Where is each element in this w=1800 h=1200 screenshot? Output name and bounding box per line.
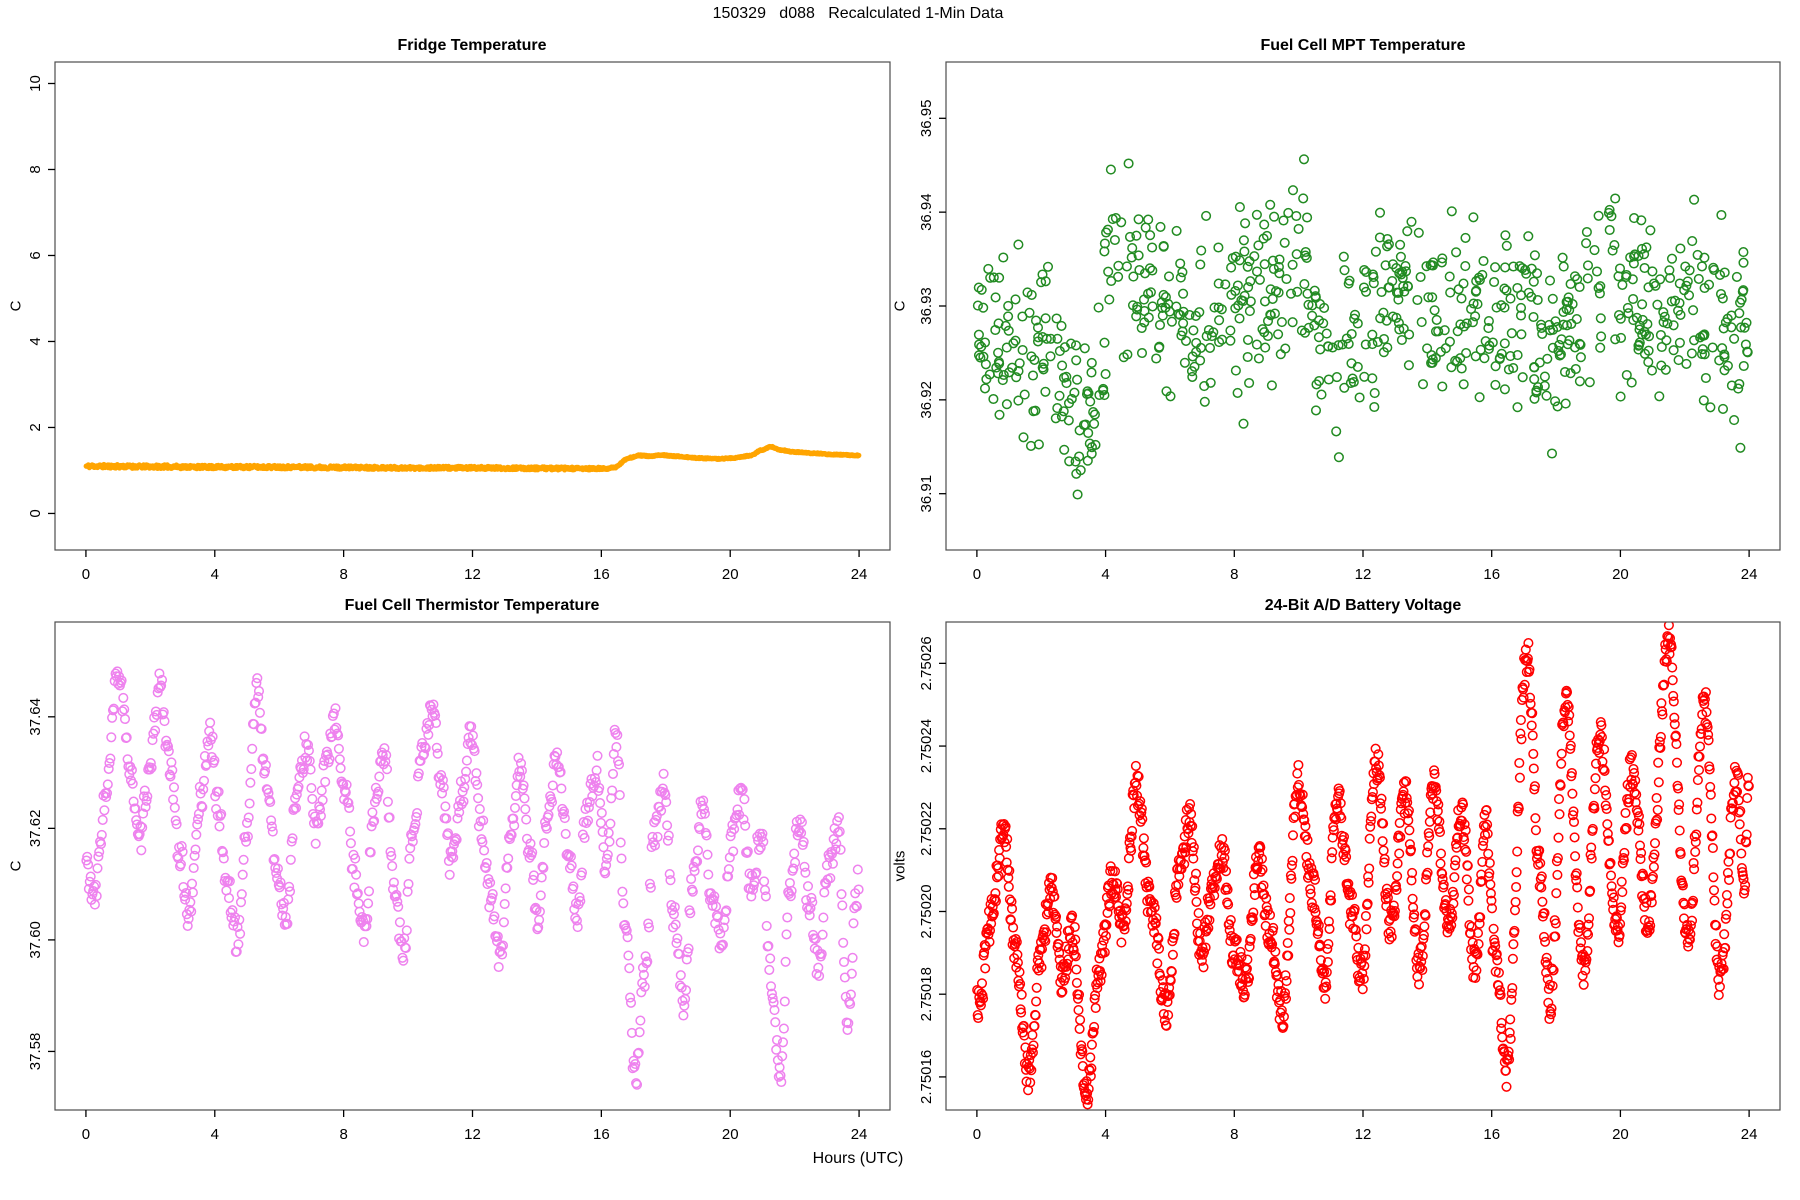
y-tick-label: 36.95 — [918, 100, 935, 138]
y-tick-label: 36.91 — [918, 475, 935, 513]
y-tick-label: 0 — [27, 509, 44, 517]
shared-x-axis-label: Hours (UTC) — [812, 1150, 904, 1167]
x-tick-label: 20 — [722, 566, 739, 580]
y-tick-label: 36.94 — [918, 193, 935, 231]
x-tick-label: 0 — [973, 1126, 981, 1140]
x-tick-label: 4 — [211, 566, 219, 580]
plot-title-fuel-cell-thermistor-temperature: Fuel Cell Thermistor Temperature — [344, 597, 600, 614]
chart-svg-fuel-cell-thermistor-temperature: 0 4 8 12 16 20 24 37.58 37.60 37.62 37.64 — [27, 621, 891, 1143]
plot-fridge-temperature: 0 4 8 12 16 20 24 0 2 4 6 8 10 — [0, 28, 900, 583]
y-tick-label: 36.92 — [918, 381, 935, 419]
x-tick-label: 0 — [82, 1126, 90, 1140]
plot-fuel-cell-thermistor-temperature: 0 4 8 12 16 20 24 37.58 37.60 37.62 37.64 — [0, 588, 900, 1143]
x-tick-label: 24 — [851, 566, 868, 580]
x-tick-label: 16 — [1483, 566, 1500, 580]
plot-fuel-cell-mpt-temperature: 0 4 8 12 16 20 24 36.91 36.92 36.93 36.94 36.95 — [900, 28, 1800, 583]
plot-box — [945, 61, 1781, 551]
plot-box — [54, 621, 891, 1111]
x-tick-label: 16 — [1483, 1126, 1500, 1140]
x-tick-label: 24 — [851, 1126, 868, 1140]
plot-box — [945, 621, 1781, 1111]
y-tick-label: 8 — [27, 165, 44, 173]
x-tick-label: 20 — [1612, 566, 1629, 580]
y-tick-label: 10 — [27, 75, 44, 92]
main-title: 150329 d088 Recalculated 1-Min Data — [712, 5, 1004, 22]
x-tick-label: 16 — [593, 566, 610, 580]
x-tick-label: 8 — [1230, 1126, 1238, 1140]
y-tick-label: 4 — [27, 337, 44, 345]
y-tick-label: 2.75026 — [918, 636, 935, 690]
x-tick-label: 12 — [464, 1126, 481, 1140]
x-tick-label: 4 — [211, 1126, 219, 1140]
y-tick-label: 2 — [27, 423, 44, 431]
y-tick-label: 2.75018 — [918, 967, 935, 1021]
x-tick-label: 4 — [1101, 1126, 1109, 1140]
plot-box — [54, 61, 891, 551]
y-tick-label: 36.93 — [918, 287, 935, 325]
plot-battery-voltage: 0 4 8 12 16 20 24 2.75016 2.75018 2.75020 2.75022 2… — [900, 588, 1800, 1143]
x-tick-label: 0 — [82, 566, 90, 580]
plot-title-fridge-temperature: Fridge Temperature — [397, 37, 547, 54]
y-tick-label: 2.75024 — [918, 719, 935, 773]
x-tick-label: 20 — [1612, 1126, 1629, 1140]
x-tick-label: 8 — [339, 1126, 347, 1140]
x-tick-label: 12 — [1355, 566, 1372, 580]
y-tick-label: 37.62 — [27, 810, 44, 848]
x-tick-label: 16 — [593, 1126, 610, 1140]
y-tick-label: 2.75016 — [918, 1050, 935, 1104]
x-tick-label: 24 — [1741, 1126, 1758, 1140]
x-tick-label: 8 — [339, 566, 347, 580]
data-points-fuel-cell-mpt-temperature — [972, 154, 1753, 500]
chart-svg-fuel-cell-mpt-temperature: 0 4 8 12 16 20 24 36.91 36.92 36.93 36.94 36.95 — [918, 61, 1781, 583]
x-tick-label: 12 — [1355, 1126, 1372, 1140]
data-points-fridge-temperature — [83, 443, 862, 473]
y-tick-label: 37.58 — [27, 1033, 44, 1071]
x-tick-label: 0 — [973, 566, 981, 580]
x-tick-label: 8 — [1230, 566, 1238, 580]
x-tick-label: 4 — [1101, 566, 1109, 580]
y-tick-label: 37.64 — [27, 698, 44, 736]
x-tick-label: 24 — [1741, 566, 1758, 580]
plot-title-battery-voltage: 24-Bit A/D Battery Voltage — [1264, 597, 1462, 614]
data-points-fuel-cell-thermistor-temperature — [81, 666, 864, 1090]
plot-title-fuel-cell-mpt-temperature: Fuel Cell MPT Temperature — [1260, 37, 1466, 54]
y-tick-label: 37.60 — [27, 921, 44, 959]
data-points-battery-voltage-24bit-ad — [972, 622, 1754, 1110]
y-tick-label: 2.75022 — [918, 802, 935, 856]
y-tick-label: 2.75020 — [918, 884, 935, 938]
x-tick-label: 20 — [722, 1126, 739, 1140]
x-tick-label: 12 — [464, 566, 481, 580]
y-tick-label: 6 — [27, 251, 44, 259]
chart-svg-battery-voltage-24bit-ad: 0 4 8 12 16 20 24 2.75016 2.75018 2.75020 2.75022 2… — [918, 621, 1781, 1143]
